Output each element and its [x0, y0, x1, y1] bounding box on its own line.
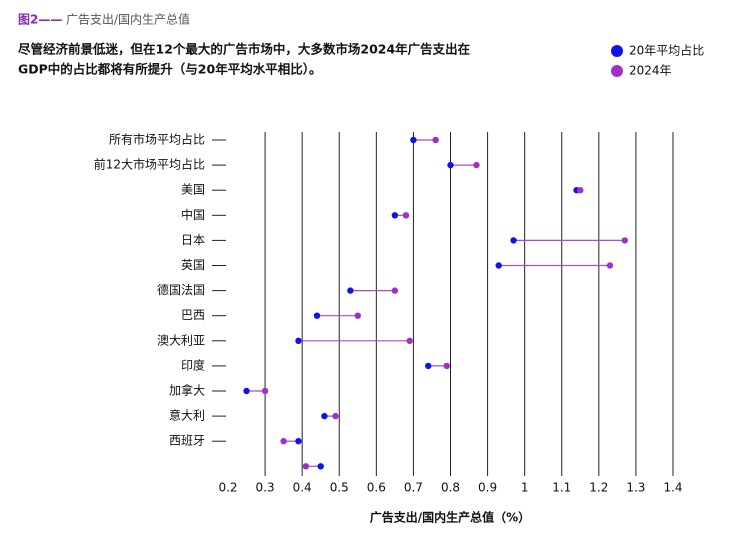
dot — [332, 412, 339, 420]
dot — [302, 463, 310, 470]
y-tick-label: 中国 — [181, 207, 205, 222]
legend-marker — [611, 45, 623, 57]
dot — [410, 136, 417, 144]
dot — [295, 438, 302, 445]
dot — [280, 438, 287, 445]
dot — [295, 337, 302, 344]
y-tick-label: 德国法国 — [157, 282, 205, 297]
y-tick-label: 意大利 — [169, 408, 205, 423]
chart-title: 广告支出/国内生产总值 — [66, 12, 190, 27]
legend-label: 20年平均占比 — [629, 43, 704, 58]
x-tick-label: 1 — [521, 481, 529, 495]
y-tick-label: 所有市场平均占比 — [109, 132, 205, 147]
y-tick-label: 巴西 — [181, 308, 205, 322]
legend-marker — [611, 65, 623, 77]
dot — [577, 187, 584, 194]
dot — [432, 136, 439, 144]
x-tick-label: 1.2 — [589, 481, 608, 495]
x-tick-label: 0.6 — [367, 481, 386, 495]
x-tick-label: 0.2 — [218, 481, 237, 495]
x-axis-label: 广告支出/国内生产总值（%） — [370, 510, 530, 525]
dot — [354, 312, 361, 319]
x-tick-label: 1.3 — [626, 481, 645, 495]
y-tick-label: 日本 — [181, 233, 205, 247]
dot — [261, 387, 269, 395]
dot — [402, 212, 410, 219]
dot — [321, 412, 328, 420]
x-tick-label: 0.9 — [478, 481, 497, 495]
dot — [391, 287, 399, 294]
dot — [621, 237, 628, 244]
y-tick-label: 美国 — [181, 183, 205, 197]
subtitle: 尽管经济前景低迷，但在12个最大的广告市场中，大多数市场2024年广告支出在 — [18, 42, 470, 57]
dot — [317, 463, 324, 470]
dot — [313, 312, 321, 319]
figure-label: 图2—— — [18, 13, 62, 27]
dot — [447, 161, 454, 169]
y-tick-label: 英国 — [181, 258, 205, 272]
dot — [243, 387, 250, 395]
legend-label: 2024年 — [629, 64, 672, 78]
dot — [347, 287, 354, 294]
y-tick-label: 澳大利亚 — [157, 333, 205, 347]
dot — [406, 337, 413, 344]
dot — [606, 262, 614, 269]
x-tick-label: 0.3 — [256, 481, 275, 495]
x-tick-label: 0.8 — [441, 481, 460, 495]
x-tick-label: 0.4 — [293, 481, 312, 495]
dot — [391, 212, 399, 219]
x-tick-label: 1.1 — [552, 481, 571, 495]
x-tick-label: 1.4 — [663, 481, 682, 495]
dot — [443, 362, 450, 370]
dot — [495, 262, 502, 269]
y-tick-label: 前12大市场平均占比 — [94, 157, 205, 172]
y-tick-label: 印度 — [181, 357, 205, 372]
y-tick-label: 西班牙 — [169, 434, 205, 448]
y-tick-label: 加拿大 — [169, 383, 205, 398]
x-tick-label: 0.5 — [330, 481, 349, 495]
dot — [425, 362, 432, 370]
x-tick-label: 0.7 — [404, 481, 423, 495]
subtitle: GDP中的占比都将有所提升（与20年平均水平相比）。 — [18, 62, 321, 77]
dot — [510, 237, 517, 244]
dot — [473, 161, 480, 169]
